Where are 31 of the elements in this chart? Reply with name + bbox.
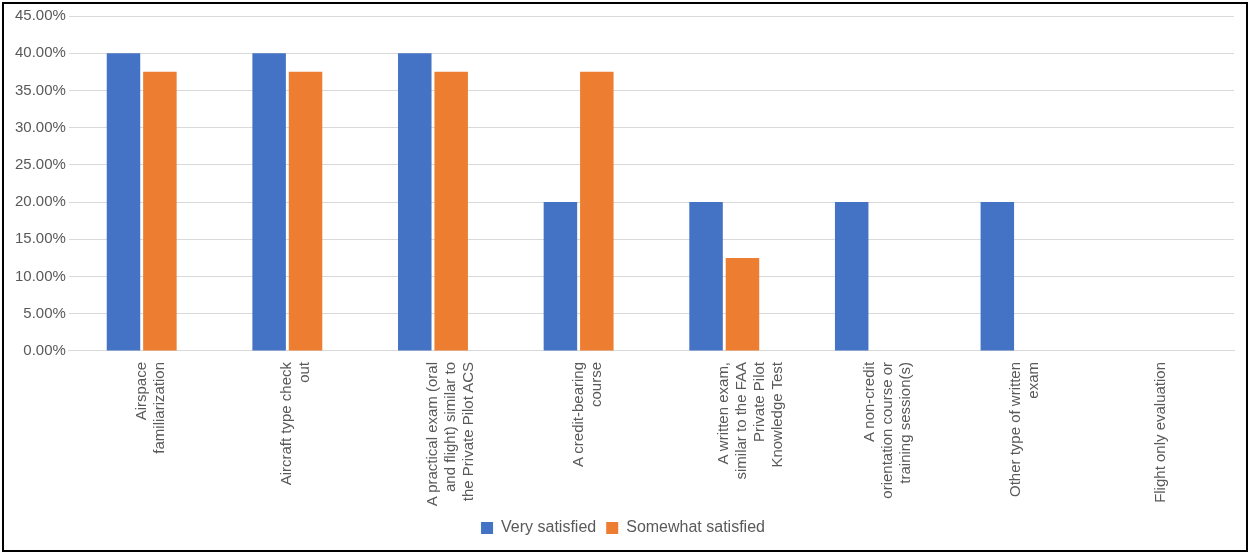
bar (725, 257, 760, 351)
x-tick-label: Flight only evaluation (1151, 361, 1169, 503)
y-tick-label: 10.00% (15, 266, 66, 284)
bar (106, 53, 141, 351)
bar (543, 202, 578, 351)
x-tick-label: Aircraft type check out (277, 361, 313, 486)
x-tick-label: A credit-bearing course (568, 361, 604, 468)
y-tick-label: 25.00% (15, 155, 66, 173)
y-tick-label: 35.00% (15, 80, 66, 98)
bar (580, 71, 614, 351)
bar (434, 71, 468, 351)
x-tick-label: A written exam, similar to the FAA Private Pilot Knowledge Test (714, 361, 786, 480)
bar (252, 53, 286, 351)
bar (288, 71, 323, 351)
bar (834, 202, 869, 351)
x-tick-label: A non-credit orientation course or training session(s) (860, 361, 914, 499)
bar (143, 71, 177, 351)
legend-label: Somewhat satisfied (626, 518, 765, 536)
x-tick-label: Airspace familiarization (131, 361, 167, 454)
bar (398, 53, 432, 351)
y-tick-label: 45.00% (15, 6, 66, 24)
y-tick-label: 15.00% (15, 229, 66, 247)
bar (980, 202, 1015, 351)
legend-label: Very satisfied (501, 518, 597, 536)
y-tick-label: 30.00% (15, 117, 66, 135)
x-tick-label: Other type of written exam (1005, 361, 1041, 498)
bar (689, 202, 723, 351)
y-tick-label: 40.00% (15, 43, 66, 61)
y-tick-label: 5.00% (23, 303, 66, 321)
y-tick-label: 20.00% (15, 192, 66, 210)
y-tick-label: 0.00% (23, 341, 66, 359)
